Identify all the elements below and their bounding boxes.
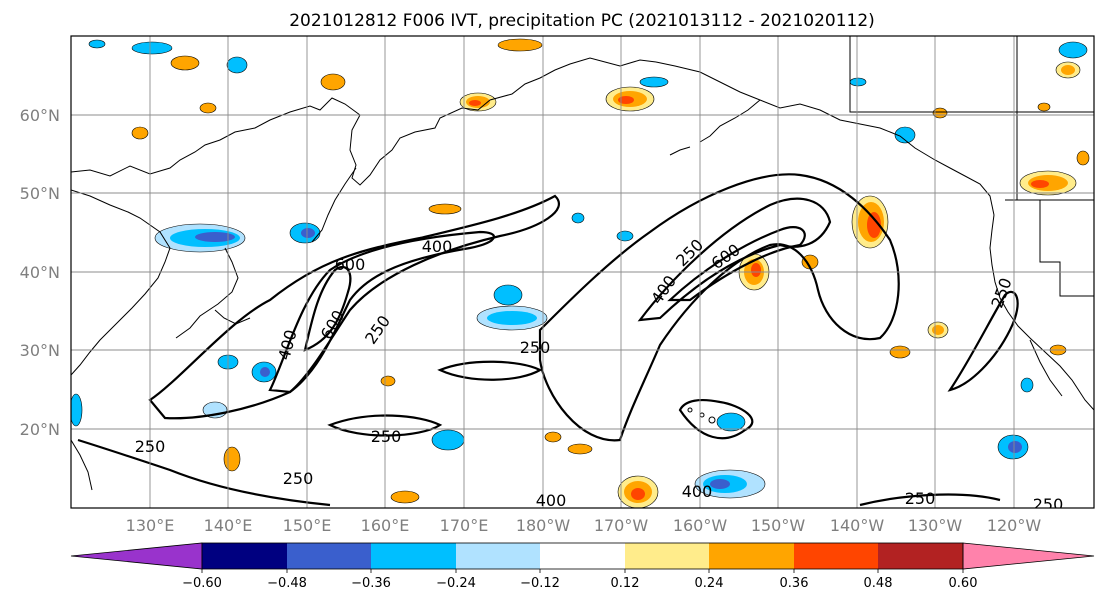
map-frame [70, 35, 1095, 509]
colorbar-tick-label: −0.60 [182, 576, 222, 591]
lon-label: 130°W [908, 516, 963, 535]
colorbar-tick-label: 0.12 [611, 576, 640, 591]
colorbar-tick-label: −0.36 [351, 576, 391, 591]
colorbar-bin [371, 543, 456, 569]
contour-label: 250 [283, 469, 314, 488]
lat-label: 50°N [20, 184, 60, 203]
lon-label: 170°W [594, 516, 649, 535]
colorbar-extend-low [70, 542, 203, 570]
colorbar: −0.60 −0.48 −0.36 −0.24 −0.12 0.12 0.24 … [70, 542, 1095, 591]
contour-label: 250 [905, 489, 936, 508]
colorbar-bin [709, 543, 794, 569]
colorbar-bin [794, 543, 879, 569]
lon-label: 160°E [361, 516, 410, 535]
longitude-labels: 130°E 140°E 150°E 160°E 170°E 180°W 170°… [126, 516, 1042, 535]
figure-title: 2021012812 F006 IVT, precipitation PC (2… [289, 11, 875, 31]
lon-label: 160°W [673, 516, 728, 535]
contour-label: 400 [536, 491, 567, 510]
colorbar-tick-label: −0.12 [520, 576, 560, 591]
colorbar-frame [201, 542, 964, 570]
colorbar-tick-label: −0.24 [436, 576, 476, 591]
contour-label: 250 [371, 427, 402, 446]
lon-label: 140°W [830, 516, 885, 535]
ivt-contours [77, 173, 1019, 507]
contour-label: 400 [682, 482, 713, 501]
lat-label: 20°N [20, 420, 60, 439]
lon-label: 180°W [516, 516, 571, 535]
precip-shading [71, 38, 1090, 508]
colorbar-bin [540, 543, 625, 569]
lat-label: 60°N [20, 106, 60, 125]
coastlines [71, 36, 1094, 491]
lon-label: 150°E [283, 516, 332, 535]
lon-label: 140°E [204, 516, 253, 535]
lon-label: 170°E [440, 516, 489, 535]
colorbar-tick-label: 0.60 [949, 576, 978, 591]
contour-label: 600 [335, 255, 366, 274]
lon-label: 130°E [126, 516, 175, 535]
colorbar-bin [287, 543, 372, 569]
colorbar-bin [878, 543, 963, 569]
contour-label: 250 [520, 338, 551, 357]
colorbar-tick-label: 0.48 [864, 576, 893, 591]
lon-label: 120°W [987, 516, 1042, 535]
lon-label: 150°W [751, 516, 806, 535]
graticule [71, 36, 1094, 508]
contour-label: 400 [422, 237, 453, 256]
lat-label: 30°N [20, 341, 60, 360]
colorbar-bin [625, 543, 710, 569]
colorbar-bin [456, 543, 541, 569]
colorbar-ticks [201, 569, 964, 573]
colorbar-tick-label: 0.36 [780, 576, 809, 591]
colorbar-extend-high [962, 542, 1095, 570]
contour-label: 250 [135, 437, 166, 456]
colorbar-bin [202, 543, 287, 569]
lat-label: 40°N [20, 263, 60, 282]
map-panel: 400 600 600 400 250 250 250 250 400 250 … [70, 35, 1095, 514]
colorbar-tick-label: −0.48 [267, 576, 307, 591]
contour-label: 250 [1033, 495, 1064, 514]
colorbar-tick-label: 0.24 [695, 576, 724, 591]
latitude-labels: 60°N 50°N 40°N 30°N 20°N [20, 106, 60, 439]
